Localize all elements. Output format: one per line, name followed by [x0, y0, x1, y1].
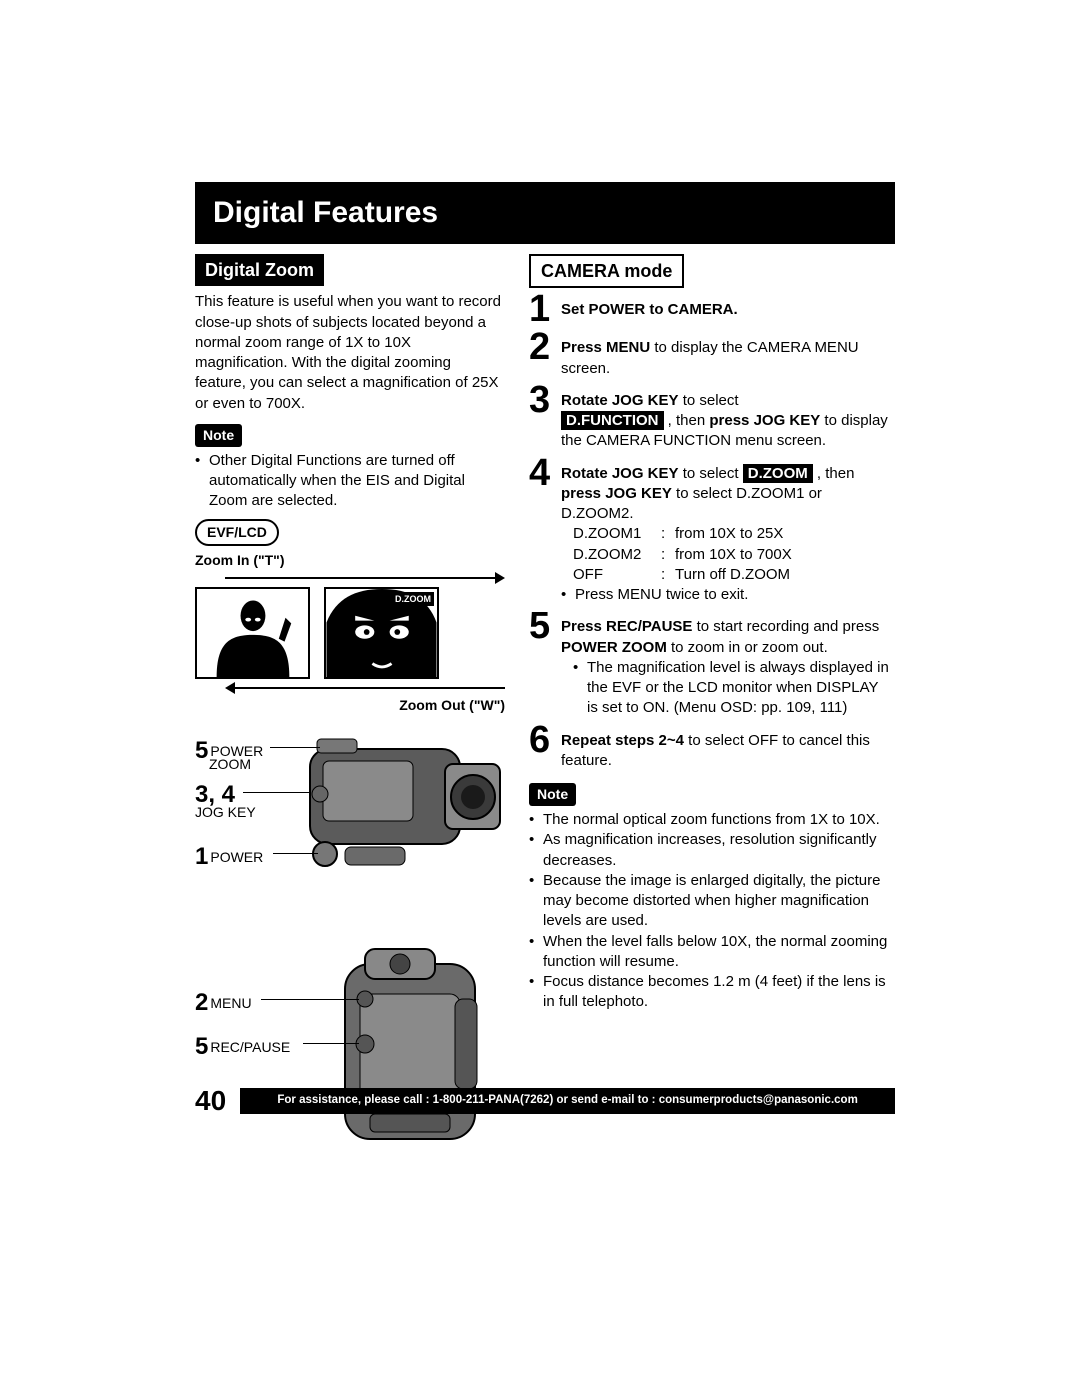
callout-jog-key-text: JOG KEY: [195, 803, 256, 822]
manual-page: Digital Features Digital Zoom This featu…: [195, 182, 895, 1169]
camera-mode-badge: CAMERA mode: [529, 254, 684, 288]
person-wide-icon: [197, 589, 308, 677]
dzoom-tag: D.ZOOM: [392, 592, 434, 606]
right-note-badge: Note: [529, 783, 576, 806]
note-bullet: • Other Digital Functions are turned off…: [195, 451, 505, 512]
rnote-1: •As magnification increases, resolution …: [529, 830, 889, 871]
dzoom-table: D.ZOOM1:from 10X to 25X D.ZOOM2:from 10X…: [573, 524, 889, 585]
page-title: Digital Features: [213, 193, 438, 234]
zoom-out-arrow: [225, 682, 505, 694]
rnote-4: •Focus distance becomes 1.2 m (4 feet) i…: [529, 972, 889, 1013]
title-bar: Digital Features: [195, 182, 895, 244]
step-1: 1 Set POWER to CAMERA.: [529, 294, 889, 326]
callout-power-zoom-sub: ZOOM: [209, 755, 251, 774]
step-5: 5 Press REC/PAUSE to start recording and…: [529, 611, 889, 718]
evf-frames: D.ZOOM: [195, 587, 505, 679]
camcorder-top-icon: [315, 939, 505, 1159]
digital-zoom-badge: Digital Zoom: [195, 254, 324, 286]
camcorder-side-icon: [305, 719, 505, 889]
bullet-dot: •: [195, 451, 209, 512]
assistance-bar: For assistance, please call : 1-800-211-…: [240, 1088, 895, 1114]
callout-rec-pause: 5 REC/PAUSE: [195, 1031, 290, 1063]
step-3: 3 Rotate JOG KEY to select D.FUNCTION , …: [529, 385, 889, 452]
intro-text: This feature is useful when you want to …: [195, 292, 505, 414]
page-footer: 40 For assistance, please call : 1-800-2…: [195, 1082, 895, 1120]
camera-side-diagram: 5 POWER ZOOM 3, 4 JOG KEY 1 POWER: [195, 719, 505, 939]
evf-frame-wide: [195, 587, 310, 679]
rnote-0: •The normal optical zoom functions from …: [529, 810, 889, 830]
step-4: 4 Rotate JOG KEY to select D.ZOOM , then…: [529, 458, 889, 606]
page-number: 40: [195, 1082, 226, 1120]
note-text: Other Digital Functions are turned off a…: [209, 451, 505, 512]
zoom-in-arrow: [225, 572, 505, 584]
step-2: 2 Press MENU to display the CAMERA MENU …: [529, 332, 889, 379]
rnote-3: •When the level falls below 10X, the nor…: [529, 932, 889, 973]
right-column: CAMERA mode 1 Set POWER to CAMERA. 2 Pre…: [529, 254, 889, 1169]
columns: Digital Zoom This feature is useful when…: [195, 254, 895, 1169]
camera-top-diagram: 2 MENU 5 REC/PAUSE: [195, 939, 505, 1169]
rnote-2: •Because the image is enlarged digitally…: [529, 871, 889, 932]
left-column: Digital Zoom This feature is useful when…: [195, 254, 505, 1169]
zoom-in-label: Zoom In ("T"): [195, 551, 505, 570]
note-badge: Note: [195, 424, 242, 447]
evf-frame-tele: D.ZOOM: [324, 587, 439, 679]
evf-lcd-badge: EVF/LCD: [195, 519, 279, 546]
step-6: 6 Repeat steps 2~4 to select OFF to canc…: [529, 725, 889, 772]
callout-menu: 2 MENU: [195, 987, 252, 1019]
callout-power: 1 POWER: [195, 841, 263, 873]
zoom-out-label: Zoom Out ("W"): [195, 696, 505, 715]
